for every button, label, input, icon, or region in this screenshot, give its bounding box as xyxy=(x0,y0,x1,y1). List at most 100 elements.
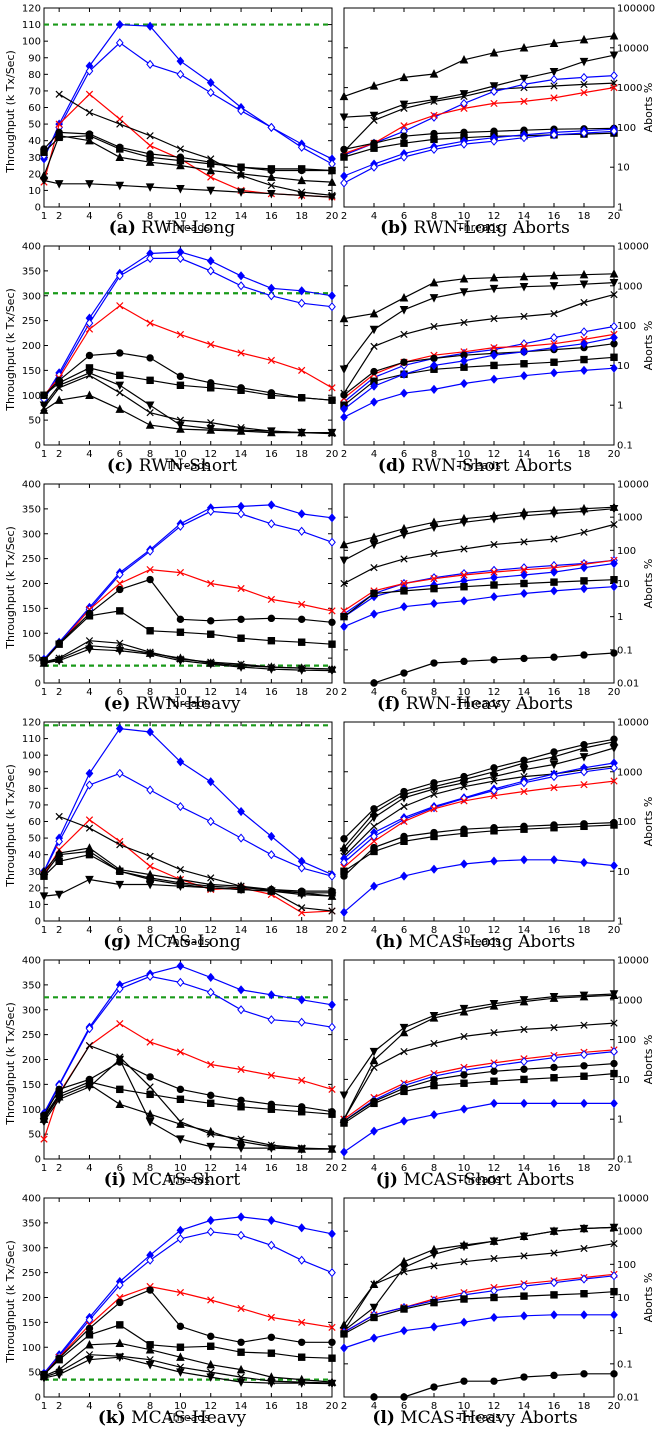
data-point xyxy=(430,864,438,874)
data-point xyxy=(115,1055,125,1065)
data-point xyxy=(460,139,468,149)
data-point xyxy=(267,665,276,674)
data-point xyxy=(340,857,348,868)
y-tick-label: 1 xyxy=(617,1326,623,1337)
data-point xyxy=(85,66,94,76)
data-point xyxy=(549,760,559,770)
data-point xyxy=(459,54,469,64)
series-line xyxy=(343,738,615,840)
x-tick-label: 12 xyxy=(488,925,501,936)
x-axis-label: Threads xyxy=(165,1173,210,1186)
x-tick-label: 20 xyxy=(608,1401,621,1412)
data-point xyxy=(55,1355,63,1364)
data-point xyxy=(580,327,588,337)
y-tick-label: 250 xyxy=(22,1268,41,1279)
data-point xyxy=(399,306,409,315)
data-point xyxy=(340,391,348,399)
data-point xyxy=(146,132,154,140)
series-group xyxy=(339,1222,619,1401)
data-point xyxy=(85,612,94,620)
caption-letter: (i) xyxy=(104,1170,127,1190)
data-point xyxy=(115,20,124,30)
data-point xyxy=(430,384,438,394)
chart-caption: (c) RWN-Short xyxy=(107,456,237,476)
data-point xyxy=(459,1242,469,1252)
data-point xyxy=(460,571,468,579)
data-point xyxy=(400,802,408,811)
y-tick-label: 1000 xyxy=(617,513,642,524)
data-point xyxy=(370,342,378,351)
y-tick-label: 0 xyxy=(35,441,41,452)
data-point xyxy=(519,765,529,775)
data-point xyxy=(580,88,588,97)
data-point xyxy=(55,90,63,98)
plot-frame xyxy=(343,7,615,208)
data-point xyxy=(297,1017,306,1027)
data-point xyxy=(328,871,336,881)
x-tick-label: 20 xyxy=(608,925,621,936)
y-tick-label: 300 xyxy=(22,1243,41,1254)
data-point xyxy=(54,395,64,404)
data-point xyxy=(610,861,618,871)
data-point xyxy=(609,269,619,278)
data-point xyxy=(237,634,245,642)
x-tick-label: 8 xyxy=(431,687,437,698)
data-point xyxy=(549,509,559,519)
data-point xyxy=(115,1353,125,1363)
x-axis-label: Threads xyxy=(165,935,210,948)
x-tick-label: 20 xyxy=(326,1401,339,1412)
data-point xyxy=(550,1023,558,1032)
data-point xyxy=(550,343,558,353)
data-point xyxy=(207,874,215,882)
data-point xyxy=(115,646,125,656)
data-point xyxy=(176,1119,185,1128)
data-point xyxy=(460,545,468,553)
y-tick-label: 0.1 xyxy=(617,441,633,452)
y-axis-label: Aborts % xyxy=(642,1273,655,1323)
y-tick-label: 1000 xyxy=(617,83,642,94)
data-point xyxy=(519,996,529,1006)
data-point xyxy=(297,526,306,536)
data-point xyxy=(176,1085,185,1094)
data-point xyxy=(340,622,348,632)
x-tick-label: 12 xyxy=(204,925,217,936)
series-line xyxy=(343,273,615,320)
data-point xyxy=(490,99,498,108)
data-point xyxy=(85,325,94,333)
data-point xyxy=(400,1326,408,1336)
data-point xyxy=(610,353,618,361)
data-point xyxy=(237,1065,245,1074)
data-point xyxy=(55,857,63,865)
data-point xyxy=(370,116,378,125)
y-tick-label: 250 xyxy=(22,554,41,565)
y-tick-label: 1 xyxy=(617,1115,623,1126)
y-tick-label: 200 xyxy=(22,1293,41,1304)
data-point xyxy=(579,57,589,67)
x-axis-label: Threads xyxy=(456,221,501,234)
x-tick-label: 4 xyxy=(371,1401,377,1412)
chart-caption: (d) RWN-Short Aborts xyxy=(378,456,572,476)
data-point xyxy=(400,587,408,595)
data-point xyxy=(550,1371,558,1380)
x-tick-label: 16 xyxy=(265,211,278,222)
x-tick-label: 1 xyxy=(41,1401,47,1412)
y-tick-label: 10000 xyxy=(617,480,649,491)
y-tick-label: 10 xyxy=(28,186,41,197)
data-point xyxy=(115,984,124,994)
data-point xyxy=(430,1298,438,1307)
y-tick-label: 100 xyxy=(617,817,636,828)
x-tick-label: 2 xyxy=(341,211,347,222)
data-point xyxy=(40,148,48,156)
y-tick-label: 200 xyxy=(22,341,41,352)
data-point xyxy=(207,340,215,349)
data-point xyxy=(145,1360,155,1370)
series-group xyxy=(39,724,337,917)
data-point xyxy=(206,816,215,827)
data-point xyxy=(328,1229,336,1239)
data-point xyxy=(55,640,63,648)
data-point xyxy=(370,679,378,687)
data-point xyxy=(328,1323,336,1331)
data-point xyxy=(550,1074,558,1082)
data-point xyxy=(460,1104,468,1114)
data-point xyxy=(297,394,306,402)
